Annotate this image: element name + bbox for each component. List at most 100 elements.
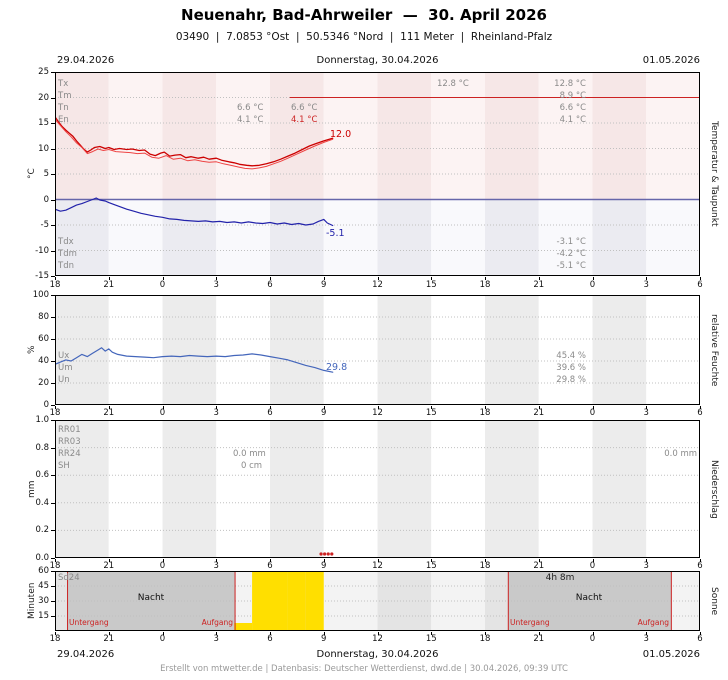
- y-tick-mark: [51, 276, 55, 277]
- y-tick-label: 80: [38, 312, 49, 322]
- x-tick-mark: [592, 277, 594, 280]
- y-tick-label: -15: [35, 271, 49, 281]
- x-tick-mark: [108, 559, 110, 562]
- temperature-5cm-line: [55, 118, 334, 170]
- x-tick-mark: [55, 559, 56, 562]
- x-tick-mark: [216, 559, 218, 562]
- tdn-legend-label: Tdn: [58, 261, 74, 271]
- x-tick-label: 3: [643, 280, 649, 290]
- rr01-legend-label: RR01: [58, 425, 81, 435]
- x-tick-label: 3: [213, 408, 219, 418]
- y-tick-mark: [51, 502, 55, 504]
- en-value: 4.1 °C: [559, 115, 586, 125]
- x-tick-mark: [485, 277, 486, 280]
- y-tick-mark: [51, 295, 55, 296]
- y-tick-label: 60: [38, 566, 49, 576]
- humidity-line: [55, 347, 334, 373]
- y-tick-mark: [51, 475, 55, 477]
- dewpoint-end-label: -5.1: [326, 228, 345, 239]
- en-occurrence-value-2: 4.1 °C: [291, 115, 318, 125]
- rr24-legend-label: RR24: [58, 449, 81, 459]
- tdm-value: -4.2 °C: [556, 249, 586, 259]
- x-tick-label: 18: [49, 561, 61, 571]
- x-tick-label: 0: [589, 408, 596, 418]
- x-tick-mark: [377, 406, 379, 409]
- y-tick-mark: [51, 383, 55, 384]
- y-tick-label: 0: [43, 194, 49, 205]
- x-tick-mark: [646, 559, 648, 562]
- y-tick-mark: [51, 123, 55, 124]
- x-tick-mark: [55, 277, 56, 280]
- x-tick-mark: [431, 406, 433, 409]
- x-tick-mark: [431, 632, 433, 635]
- x-tick-label: 21: [533, 280, 545, 290]
- x-tick-label: 15: [425, 408, 437, 418]
- x-tick-label: 3: [643, 561, 649, 571]
- sunshine-bar: [252, 571, 270, 631]
- x-tick-label: 21: [533, 634, 545, 644]
- x-tick-label: 0: [589, 561, 596, 571]
- humidity-chart: [55, 295, 700, 405]
- panel-border: [55, 72, 700, 276]
- x-tick-label: 6: [697, 561, 703, 571]
- x-tick-label: 6: [267, 561, 273, 571]
- snow-height-value: 0 cm: [241, 461, 263, 471]
- x-tick-label: 3: [643, 634, 649, 644]
- y-tick-mark: [51, 530, 55, 532]
- y-tick-mark: [51, 447, 55, 449]
- precip-marker-dot: [326, 552, 330, 556]
- sunshine-bar: [234, 623, 253, 631]
- sunrise-label-1: Aufgang: [201, 618, 233, 627]
- x-tick-label: 3: [643, 408, 649, 418]
- y-tick-label: 10: [38, 143, 49, 154]
- y-tick-label: 40: [38, 356, 49, 366]
- tn-occurrence-value-1: 6.6 °C: [237, 103, 264, 113]
- tm-value: 8.9 °C: [559, 91, 586, 101]
- x-tick-label: 12: [372, 561, 383, 571]
- x-tick-label: 21: [103, 408, 115, 418]
- y-tick-label: 0.0: [35, 553, 49, 563]
- x-tick-label: 15: [425, 634, 437, 644]
- x-tick-mark: [270, 277, 271, 280]
- tn-legend-label: Tn: [58, 103, 69, 113]
- x-tick-label: 21: [533, 408, 545, 418]
- x-tick-mark: [700, 406, 701, 409]
- y-tick-mark: [51, 250, 55, 252]
- date-label-center-top: Donnerstag, 30.04.2026: [316, 55, 439, 66]
- date-label-center-bottom: Donnerstag, 30.04.2026: [316, 649, 439, 660]
- precip-right-value: 0.0 mm: [664, 449, 697, 459]
- x-tick-label: 12: [372, 280, 383, 290]
- x-tick-mark: [646, 277, 648, 280]
- tx-value: 12.8 °C: [554, 79, 586, 89]
- x-tick-label: 3: [213, 561, 219, 571]
- y-tick-label: 100: [32, 290, 49, 300]
- temperature-end-label: 12.0: [330, 129, 352, 140]
- x-tick-label: 6: [697, 408, 703, 418]
- temperature-panel: [55, 72, 700, 276]
- x-tick-mark: [592, 406, 594, 409]
- x-tick-mark: [538, 632, 540, 635]
- x-tick-mark: [323, 277, 325, 280]
- x-tick-mark: [485, 406, 486, 409]
- x-tick-mark: [323, 632, 325, 635]
- x-tick-mark: [162, 277, 164, 280]
- panel-label-humidity: relative Feuchte: [709, 313, 719, 387]
- x-tick-mark: [592, 559, 594, 562]
- sunset-label-2: Untergang: [510, 618, 550, 627]
- ux-value: 45.4 %: [556, 351, 586, 361]
- y-tick-label: 20: [38, 378, 49, 388]
- date-label-right-top: 01.05.2026: [642, 55, 700, 66]
- x-tick-mark: [377, 277, 379, 280]
- sd24-legend-label: Sd24: [58, 573, 80, 583]
- sunshine-bar: [287, 571, 306, 631]
- y-tick-label: 5: [43, 169, 49, 179]
- x-tick-label: 0: [159, 280, 166, 290]
- rr03-legend-label: RR03: [58, 437, 81, 447]
- temperature-2m-line: [55, 116, 334, 167]
- x-tick-mark: [162, 632, 164, 635]
- y-tick-mark: [51, 148, 55, 150]
- sh-legend-label: SH: [58, 461, 70, 471]
- x-tick-label: 6: [697, 280, 703, 290]
- tx-value-center: 12.8 °C: [437, 79, 469, 89]
- tdm-legend-label: Tdm: [58, 249, 77, 259]
